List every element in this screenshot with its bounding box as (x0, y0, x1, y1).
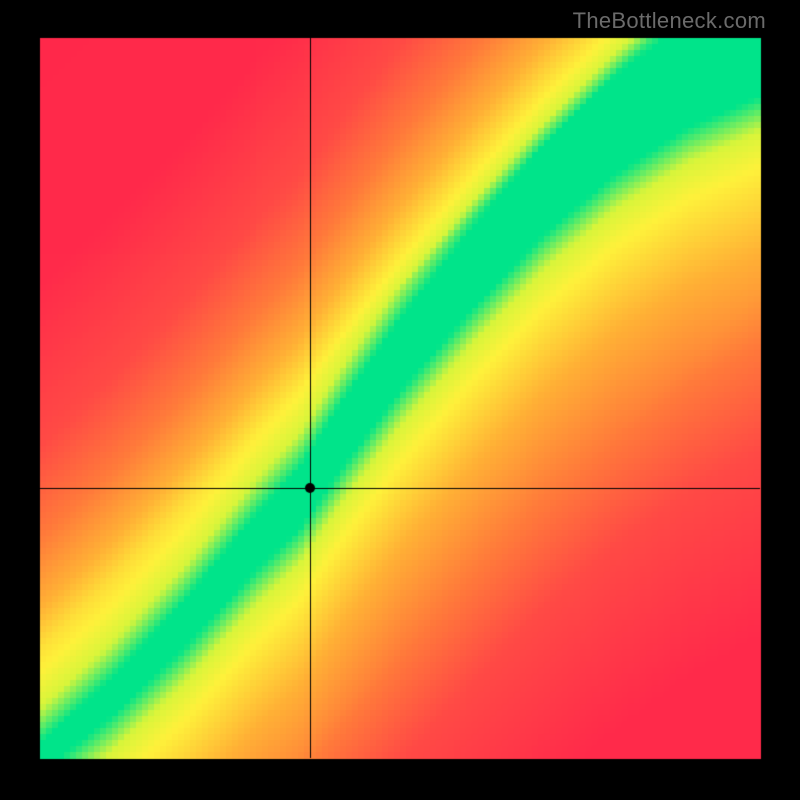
chart-container: TheBottleneck.com (0, 0, 800, 800)
watermark-text: TheBottleneck.com (573, 8, 766, 34)
bottleneck-heatmap-canvas (0, 0, 800, 800)
